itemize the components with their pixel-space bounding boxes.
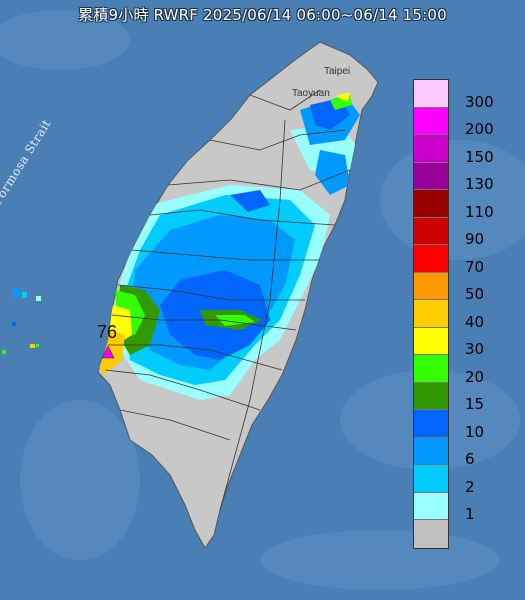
- legend-label: 50: [465, 285, 485, 304]
- legend-swatch: [414, 382, 448, 410]
- legend-swatch: [414, 135, 448, 163]
- legend-swatch: [414, 162, 448, 190]
- peak-marker: [101, 345, 115, 359]
- legend-swatch: [414, 107, 448, 135]
- place-label-taipei: Taipei: [324, 66, 351, 77]
- legend-label: 1: [465, 505, 475, 524]
- legend-label: 2: [465, 477, 475, 496]
- county-boundaries: [104, 89, 351, 511]
- legend-label: 6: [465, 450, 475, 469]
- legend-label: 90: [465, 230, 485, 249]
- legend-swatch: [414, 520, 448, 548]
- legend-swatch: [414, 465, 448, 493]
- legend-swatch: [414, 80, 448, 108]
- legend-swatch: [414, 410, 448, 438]
- legend-label: 20: [465, 367, 485, 386]
- legend-swatch: [414, 217, 448, 245]
- map-title: 累積9小時 RWRF 2025/06/14 06:00~06/14 15:00: [78, 6, 447, 24]
- legend-label: 30: [465, 340, 485, 359]
- legend-label: 110: [465, 202, 494, 221]
- legend-swatch: [414, 245, 448, 273]
- legend-label: 15: [465, 395, 485, 414]
- legend-swatch: [414, 300, 448, 328]
- legend-label: 10: [465, 422, 485, 441]
- legend-swatch: [414, 437, 448, 465]
- legend-swatch: [414, 272, 448, 300]
- place-label-taoyuan: Taoyuan: [292, 88, 330, 99]
- legend-swatch: [414, 190, 448, 218]
- legend-label: 40: [465, 312, 485, 331]
- legend-label: 70: [465, 257, 485, 276]
- legend-swatch: [414, 492, 448, 520]
- legend-label: 200: [465, 120, 494, 139]
- legend-swatch: [414, 327, 448, 355]
- legend-label: 130: [465, 175, 494, 194]
- color-legend: [413, 79, 449, 549]
- legend-label: 300: [465, 92, 494, 111]
- max-rainfall-value: 76: [97, 322, 118, 342]
- offshore-echoes: [2, 288, 41, 354]
- legend-swatch: [414, 355, 448, 383]
- legend-label: 150: [465, 147, 494, 166]
